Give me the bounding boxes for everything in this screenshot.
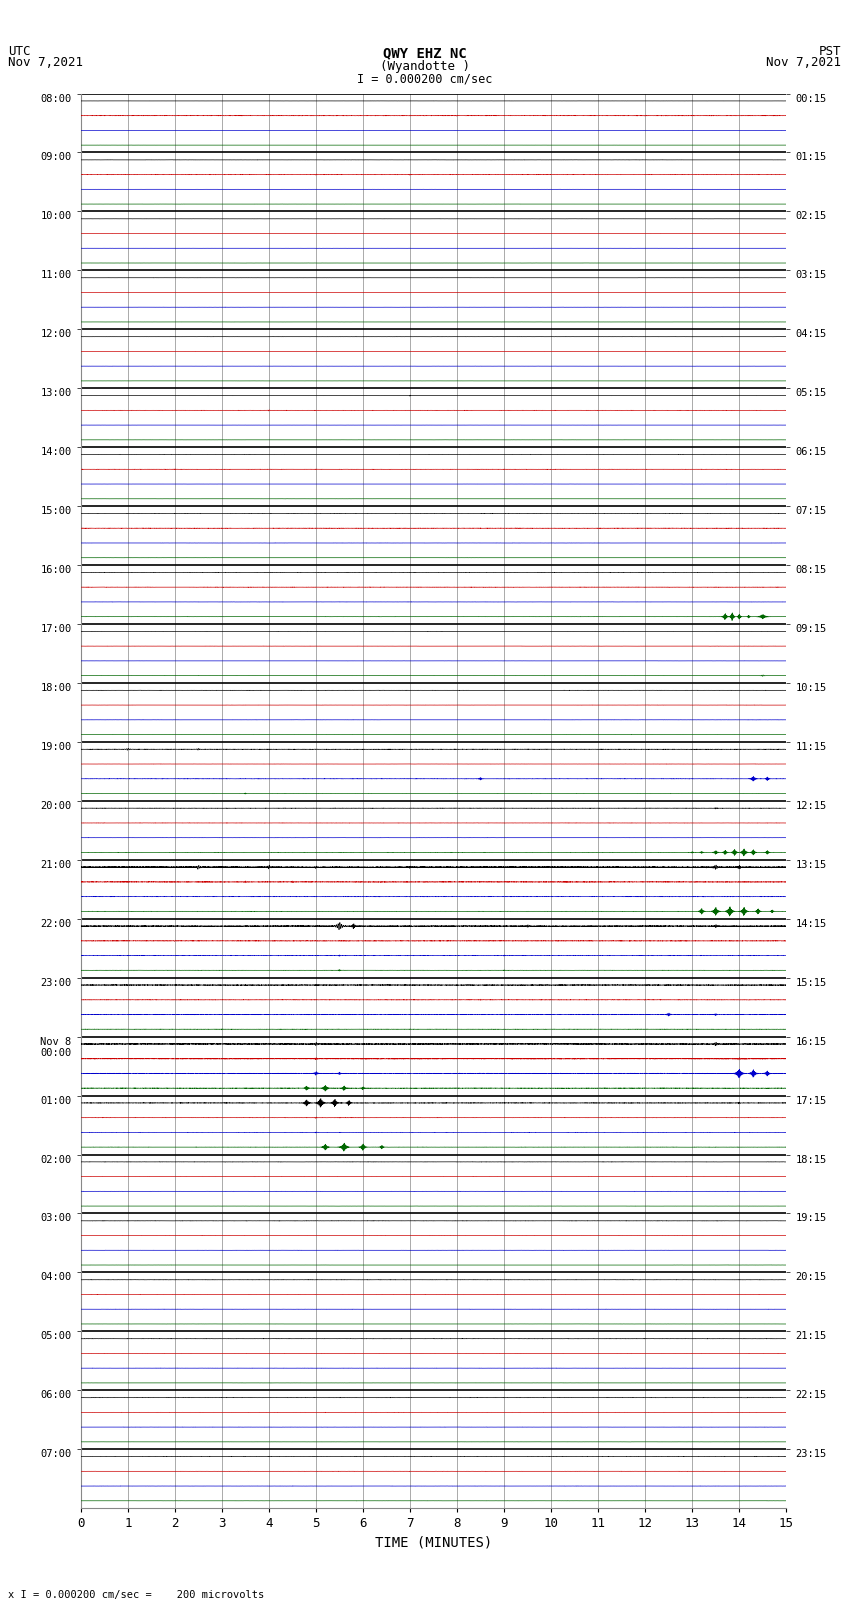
X-axis label: TIME (MINUTES): TIME (MINUTES) (375, 1536, 492, 1550)
Text: PST: PST (819, 45, 842, 58)
Text: UTC: UTC (8, 45, 31, 58)
Text: I = 0.000200 cm/sec: I = 0.000200 cm/sec (357, 73, 493, 85)
Text: Nov 7,2021: Nov 7,2021 (8, 56, 83, 69)
Text: QWY EHZ NC: QWY EHZ NC (383, 47, 467, 60)
Text: x I = 0.000200 cm/sec =    200 microvolts: x I = 0.000200 cm/sec = 200 microvolts (8, 1590, 264, 1600)
Text: (Wyandotte ): (Wyandotte ) (380, 60, 470, 73)
Text: Nov 7,2021: Nov 7,2021 (767, 56, 842, 69)
